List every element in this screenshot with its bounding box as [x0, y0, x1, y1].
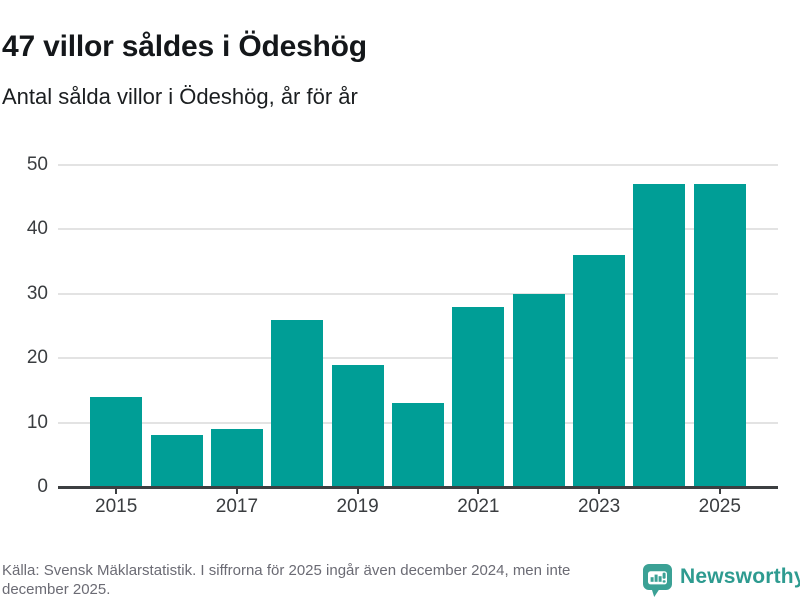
y-axis-label-40: 40	[26, 218, 48, 240]
x-tick-2015	[115, 488, 118, 494]
y-axis-label-50: 50	[26, 154, 48, 175]
y-axis-label-10: 10	[26, 411, 48, 433]
gridline-y-40	[58, 228, 778, 231]
x-tick-2021	[477, 488, 480, 494]
gridline-y-20	[58, 357, 778, 360]
bar-2017	[210, 429, 263, 487]
x-tick-2019	[356, 488, 359, 494]
bar-2024	[633, 184, 686, 487]
bar-2021	[452, 306, 505, 487]
y-axis-label-30: 30	[26, 282, 48, 304]
bar-2020	[392, 403, 444, 487]
gridline-y-50	[58, 164, 778, 166]
x-axis-label-2015: 2015	[95, 496, 138, 517]
x-axis-label-2025: 2025	[698, 496, 741, 517]
x-axis-label-2021: 2021	[457, 496, 500, 517]
y-axis-label-20: 20	[26, 347, 48, 369]
x-tick-2017	[235, 488, 238, 494]
source-note: Källa: Svensk Mäklarstatistik. I siffror…	[2, 562, 571, 598]
x-axis-label-2023: 2023	[577, 496, 621, 517]
bar-2025	[693, 184, 746, 487]
newsworthy-wordmark: Newsworthy	[680, 565, 800, 588]
bar-2022	[512, 293, 565, 487]
x-axis-line	[58, 486, 778, 489]
x-axis-label-2019: 2019	[336, 496, 379, 517]
newsworthy-bubble-chart-icon	[642, 563, 673, 603]
x-axis-label-2017: 2017	[215, 496, 259, 517]
gridline-y-30	[58, 292, 778, 295]
bar-2015	[90, 396, 143, 487]
bar-2023	[573, 255, 626, 487]
newsworthy-logo[interactable]: Newsworthy	[642, 562, 800, 598]
bar-2019	[331, 364, 384, 487]
chart-title: 47 villor såldes i Ödeshög	[2, 30, 367, 64]
chart-subtitle: Antal sålda villor i Ödeshög, år för år	[2, 84, 358, 109]
x-tick-2025	[718, 488, 721, 494]
bar-2018	[271, 319, 324, 487]
x-tick-2023	[598, 488, 601, 494]
y-axis-label-0: 0	[37, 476, 48, 497]
bar-2016	[150, 435, 203, 487]
